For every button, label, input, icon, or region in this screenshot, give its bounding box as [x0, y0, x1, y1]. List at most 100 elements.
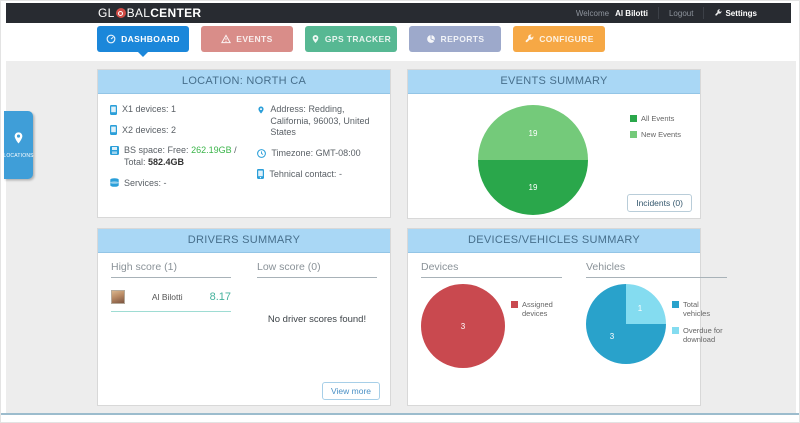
drivers-panel-title: DRIVERS SUMMARY	[98, 229, 390, 253]
settings-link[interactable]: Settings	[703, 7, 767, 19]
timezone-item: Timezone: GMT-08:00	[257, 148, 378, 160]
tab-reports[interactable]: REPORTS	[409, 26, 501, 52]
bs-space-item: BS space: Free: 262.19GB / Total: 582.4G…	[110, 145, 257, 168]
locations-tab-label: LOCATIONS	[3, 153, 34, 159]
vehicles-header: Vehicles	[586, 261, 727, 278]
assigned-devices-swatch	[511, 301, 518, 308]
device-icon	[110, 125, 117, 136]
tab-configure-label: CONFIGURE	[539, 34, 594, 44]
new-events-slice-label: 19	[528, 129, 538, 138]
drivers-summary-panel: DRIVERS SUMMARY High score (1) Al Bilott…	[97, 228, 391, 406]
globe-logo-icon	[115, 8, 126, 18]
timezone-value: GMT-08:00	[315, 148, 361, 159]
bs-label: BS space:	[124, 145, 166, 156]
bs-free-label: Free:	[167, 145, 189, 156]
total-vehicles-swatch	[672, 301, 679, 308]
tab-configure[interactable]: CONFIGURE	[513, 26, 605, 52]
user-name: Al Bilotti	[615, 8, 648, 18]
device-icon	[110, 104, 117, 115]
legend-assigned-devices: Assigned devices	[511, 300, 562, 319]
tab-gps-tracker[interactable]: GPS TRACKER	[305, 26, 397, 52]
view-more-button[interactable]: View more	[322, 382, 380, 400]
overdue-slice-label: 1	[637, 304, 643, 313]
x1-value: 1	[171, 104, 177, 114]
logo-text-center: CENTER	[150, 6, 202, 20]
x1-label: X1 devices:	[122, 104, 169, 114]
x2-label: X2 devices:	[122, 124, 169, 135]
low-score-header: Low score (0)	[257, 261, 377, 278]
vehicles-legend: Total vehicles Overdue for download	[672, 300, 727, 369]
location-pin-icon	[13, 131, 24, 150]
address-text: Address: Redding, California, 96003, Uni…	[270, 104, 378, 139]
overdue-download-label: Overdue for download	[683, 325, 723, 345]
services-icon	[110, 178, 119, 188]
location-panel-title: LOCATION: NORTH CA	[98, 70, 390, 94]
main-nav: DASHBOARD EVENTS GPS TRACKER REPORTS	[97, 26, 605, 57]
vehicles-pie-chart: 1 3	[586, 284, 666, 369]
legend-total-vehicles: Total vehicles	[672, 300, 727, 319]
no-driver-scores-message: No driver scores found!	[267, 314, 367, 325]
settings-label: Settings	[725, 8, 757, 18]
tab-events-label: EVENTS	[236, 34, 273, 44]
storage-icon	[110, 145, 119, 155]
x2-devices-text: X2 devices: 2	[122, 125, 176, 137]
services-value: -	[163, 177, 167, 188]
sidebar-tab-locations[interactable]: LOCATIONS	[3, 111, 34, 179]
all-events-swatch	[630, 115, 637, 122]
events-pie-chart: 19 19	[478, 105, 588, 215]
devices-vehicles-summary-panel: DEVICES/VEHICLES SUMMARY Devices 3	[407, 228, 727, 406]
tab-events[interactable]: EVENTS	[201, 26, 293, 52]
low-score-column: Low score (0) No driver scores found!	[257, 261, 377, 325]
pie-chart-icon	[426, 34, 436, 44]
events-panel-body: 19 19 All Events New Events Incidents (0…	[408, 94, 700, 220]
incidents-button[interactable]: Incidents (0)	[627, 194, 692, 212]
devices-pie-svg	[421, 284, 505, 368]
driver-score: 8.17	[209, 291, 231, 303]
high-score-column: High score (1) Al Bilotti 8.17	[111, 261, 231, 325]
location-panel: LOCATION: NORTH CA X1 devices: 1 X2 devi…	[97, 69, 391, 218]
events-legend: All Events New Events	[630, 114, 681, 147]
devices-header: Devices	[421, 261, 562, 278]
drivers-columns: High score (1) Al Bilotti 8.17 Low score…	[111, 261, 377, 325]
logout-link[interactable]: Logout	[657, 7, 703, 19]
warning-triangle-icon	[221, 34, 232, 44]
x2-value: 2	[171, 124, 177, 135]
phone-icon	[257, 169, 265, 180]
drivers-panel-body: High score (1) Al Bilotti 8.17 Low score…	[98, 253, 390, 409]
devices-pie-row: 3 Assigned devices	[421, 284, 562, 373]
services-item: Services: -	[110, 178, 257, 190]
driver-avatar	[111, 290, 125, 304]
overdue-download-swatch	[672, 326, 679, 334]
devices-panel-body: Devices 3 Assigned devices	[408, 253, 727, 381]
bs-space-text: BS space: Free: 262.19GB / Total: 582.4G…	[124, 145, 257, 168]
address-label: Address:	[270, 104, 306, 114]
clock-icon	[257, 148, 267, 158]
address-value: Redding, California, 96003, United State…	[270, 104, 370, 138]
bottom-divider	[1, 413, 799, 415]
vehicles-section: Vehicles 1 3	[586, 261, 727, 373]
gps-pin-icon	[311, 34, 320, 44]
logo: GL BAL CENTER	[98, 3, 201, 23]
technical-contact-text: Tehnical contact: -	[269, 169, 342, 181]
location-right-column: Address: Redding, California, 96003, Uni…	[257, 104, 378, 198]
devices-pie-chart: 3	[421, 284, 505, 373]
driver-row[interactable]: Al Bilotti 8.17	[111, 290, 231, 312]
timezone-text: Timezone: GMT-08:00	[271, 148, 360, 160]
active-tab-pointer	[138, 52, 148, 57]
top-bar-right: Welcome Al Bilotti Logout Settings	[566, 3, 767, 23]
tab-dashboard[interactable]: DASHBOARD	[97, 26, 189, 57]
total-vehicles-slice-label: 3	[609, 332, 615, 341]
all-events-label: All Events	[641, 114, 675, 123]
bs-total-label: / Total:	[124, 145, 237, 168]
bs-free-value: 262.19GB	[191, 145, 232, 156]
legend-all-events: All Events	[630, 114, 681, 123]
devices-section: Devices 3 Assigned devices	[421, 261, 562, 373]
technical-contact-item: Tehnical contact: -	[257, 169, 378, 181]
main-content: LOCATION: NORTH CA X1 devices: 1 X2 devi…	[6, 61, 796, 413]
logo-text-bal: BAL	[126, 6, 151, 20]
tab-gps-tracker-label: GPS TRACKER	[324, 34, 392, 44]
welcome-message: Welcome Al Bilotti	[566, 7, 658, 19]
x1-devices-item: X1 devices: 1	[110, 104, 257, 116]
location-left-column: X1 devices: 1 X2 devices: 2 BS space: Fr…	[110, 104, 257, 198]
